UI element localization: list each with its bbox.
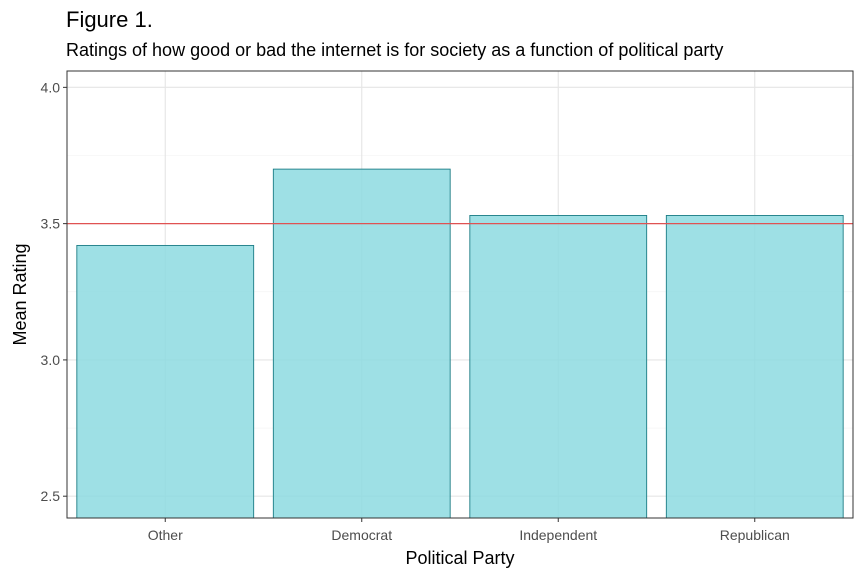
y-tick-label: 2.5 <box>41 488 61 504</box>
chart-subtitle: Ratings of how good or bad the internet … <box>66 40 724 60</box>
bar-independent <box>469 215 648 519</box>
y-axis-title: Mean Rating <box>10 243 30 345</box>
bars <box>76 168 844 519</box>
x-tick-label: Republican <box>720 527 790 543</box>
y-tick-label: 4.0 <box>41 79 61 95</box>
plot-panel-border <box>66 70 854 519</box>
bar-other <box>76 244 255 519</box>
bar-republican <box>665 215 844 519</box>
y-tick-label: 3.5 <box>41 216 61 232</box>
x-tick-label: Other <box>148 527 183 543</box>
x-tick-label: Independent <box>519 527 597 543</box>
x-tick-label: Democrat <box>331 527 392 543</box>
bar-democrat <box>272 168 451 519</box>
chart-title: Figure 1. <box>66 7 153 32</box>
axis-ticks: 2.5 3.0 3.5 4.0 Other Democrat Independent Repu… <box>41 79 790 543</box>
y-tick-label: 3.0 <box>41 352 61 368</box>
x-axis-title: Political Party <box>405 548 514 568</box>
